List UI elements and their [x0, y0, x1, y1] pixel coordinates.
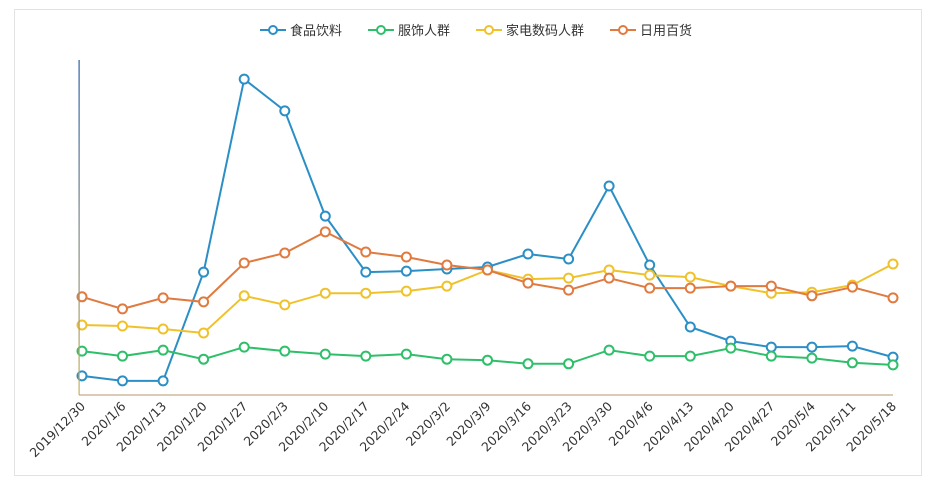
data-point[interactable]	[319, 226, 331, 238]
legend-marker-icon	[610, 24, 637, 35]
legend-marker-icon	[476, 24, 502, 35]
legend-marker-icon	[367, 24, 394, 35]
data-point[interactable]	[157, 344, 169, 356]
data-point[interactable]	[360, 287, 372, 299]
data-point[interactable]	[684, 282, 696, 294]
data-point[interactable]	[360, 350, 372, 362]
data-point[interactable]	[887, 258, 899, 270]
data-point[interactable]	[806, 352, 818, 364]
data-point[interactable]	[198, 296, 210, 308]
legend-label: 食品饮料	[289, 24, 342, 39]
legend-item-1[interactable]: 服饰人群	[367, 20, 450, 39]
data-point[interactable]	[846, 281, 858, 293]
data-point[interactable]	[238, 290, 250, 302]
data-point[interactable]	[563, 284, 575, 296]
data-point[interactable]	[441, 280, 453, 292]
legend-item-2[interactable]: 家电数码人群	[476, 20, 584, 39]
data-point[interactable]	[644, 282, 656, 294]
series-1	[76, 341, 899, 371]
data-point[interactable]	[76, 319, 88, 331]
data-point[interactable]	[563, 272, 575, 284]
data-point[interactable]	[846, 357, 858, 369]
data-point[interactable]	[563, 358, 575, 370]
data-point[interactable]	[279, 105, 291, 117]
data-point[interactable]	[157, 323, 169, 335]
data-point[interactable]	[684, 350, 696, 362]
legend-label: 服饰人群	[397, 24, 450, 39]
data-point[interactable]	[319, 210, 331, 222]
data-point[interactable]	[157, 375, 169, 387]
data-point[interactable]	[806, 290, 818, 302]
x-axis-labels: 2019/12/302020/1/62020/1/132020/1/202020…	[27, 398, 900, 460]
data-point[interactable]	[806, 341, 818, 353]
data-point[interactable]	[319, 287, 331, 299]
data-point[interactable]	[400, 265, 412, 277]
data-point[interactable]	[76, 370, 88, 382]
series-0	[76, 73, 899, 387]
data-point[interactable]	[765, 350, 777, 362]
x-tick-label: 2019/12/30	[27, 398, 89, 460]
data-point[interactable]	[198, 353, 210, 365]
legend-item-0[interactable]: 食品饮料	[259, 20, 342, 39]
data-point[interactable]	[603, 344, 615, 356]
data-point[interactable]	[157, 292, 169, 304]
data-point[interactable]	[76, 345, 88, 357]
data-point[interactable]	[644, 259, 656, 271]
legend-marker-icon	[259, 24, 286, 35]
data-point[interactable]	[887, 292, 899, 304]
data-point[interactable]	[117, 303, 128, 315]
data-point[interactable]	[482, 354, 493, 366]
data-point[interactable]	[603, 272, 615, 284]
data-point[interactable]	[522, 277, 534, 289]
data-point[interactable]	[279, 299, 291, 311]
data-point[interactable]	[482, 264, 493, 276]
data-point[interactable]	[400, 251, 412, 263]
data-point[interactable]	[725, 342, 737, 354]
data-point[interactable]	[400, 348, 412, 360]
data-point[interactable]	[238, 73, 250, 85]
series-layer	[76, 73, 899, 387]
y-axis-line	[78, 60, 80, 395]
data-point[interactable]	[522, 248, 534, 260]
data-point[interactable]	[238, 341, 250, 353]
data-point[interactable]	[76, 291, 88, 303]
series-3	[76, 226, 899, 315]
chart-legend: 食品饮料 服饰人群 家电数码人群 日用百货	[0, 20, 952, 39]
data-point[interactable]	[198, 327, 210, 339]
data-point[interactable]	[765, 341, 777, 353]
data-point[interactable]	[238, 257, 250, 269]
legend-label: 日用百货	[640, 24, 693, 39]
data-point[interactable]	[360, 246, 372, 258]
data-point[interactable]	[441, 259, 453, 271]
data-point[interactable]	[441, 353, 453, 365]
data-point[interactable]	[887, 359, 899, 371]
data-point[interactable]	[765, 280, 777, 292]
data-point[interactable]	[644, 350, 656, 362]
legend-label: 家电数码人群	[506, 24, 585, 39]
data-point[interactable]	[279, 247, 291, 259]
data-point[interactable]	[198, 266, 210, 278]
data-point[interactable]	[360, 266, 372, 278]
data-point[interactable]	[644, 269, 656, 281]
data-point[interactable]	[279, 345, 291, 357]
data-point[interactable]	[684, 321, 696, 333]
data-point[interactable]	[684, 271, 696, 283]
data-point[interactable]	[603, 180, 615, 192]
data-point[interactable]	[563, 253, 575, 265]
data-point[interactable]	[725, 280, 737, 292]
data-point[interactable]	[319, 348, 331, 360]
chart-frame	[14, 9, 922, 476]
data-point[interactable]	[846, 340, 858, 352]
data-point[interactable]	[117, 320, 128, 332]
data-point[interactable]	[117, 350, 128, 362]
data-point[interactable]	[400, 285, 412, 297]
data-point[interactable]	[117, 375, 128, 387]
data-point[interactable]	[522, 358, 534, 370]
legend-item-3[interactable]: 日用百货	[610, 20, 692, 39]
